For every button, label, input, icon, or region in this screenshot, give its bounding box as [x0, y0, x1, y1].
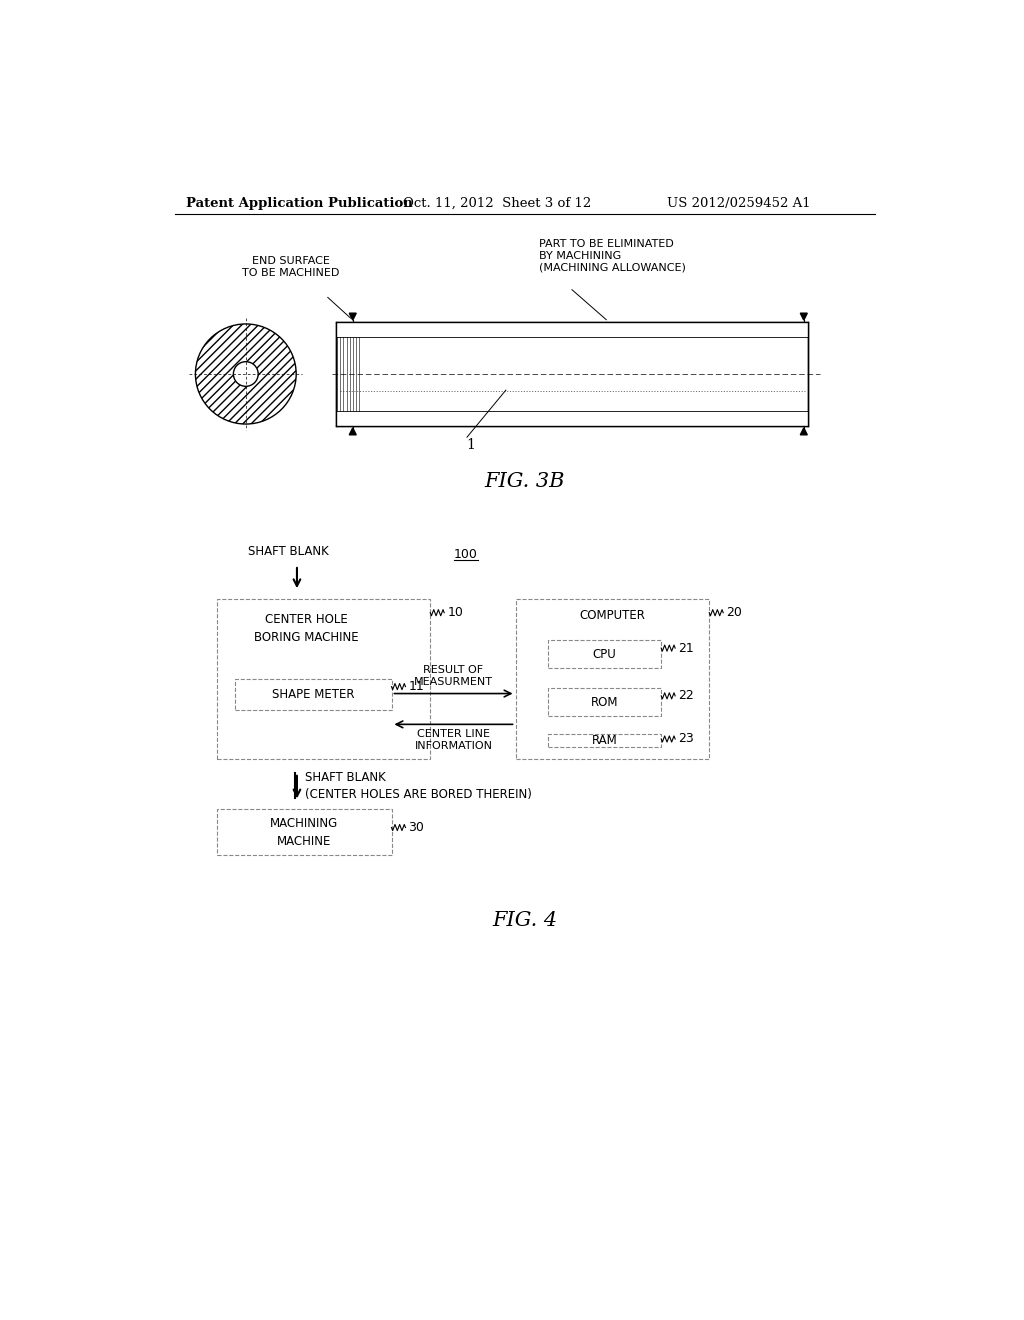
Circle shape	[233, 362, 258, 387]
Text: CENTER HOLE
BORING MACHINE: CENTER HOLE BORING MACHINE	[254, 612, 358, 644]
Bar	[548, 688, 662, 715]
Circle shape	[196, 323, 296, 424]
Text: COMPUTER: COMPUTER	[580, 610, 645, 622]
Bar	[336, 322, 809, 426]
Text: END SURFACE
TO BE MACHINED: END SURFACE TO BE MACHINED	[242, 256, 339, 277]
Bar	[336, 322, 809, 337]
Bar	[548, 640, 662, 668]
Polygon shape	[349, 313, 356, 321]
Text: 100: 100	[454, 548, 477, 561]
Text: 20: 20	[726, 606, 742, 619]
Polygon shape	[801, 313, 807, 321]
Bar	[548, 734, 662, 747]
Bar	[217, 809, 391, 855]
Text: Patent Application Publication: Patent Application Publication	[186, 197, 413, 210]
Text: RESULT OF
MEASURMENT: RESULT OF MEASURMENT	[414, 665, 493, 688]
Text: CENTER LINE
INFORMATION: CENTER LINE INFORMATION	[415, 729, 493, 751]
Text: CPU: CPU	[593, 648, 616, 661]
Text: 22: 22	[678, 689, 694, 702]
Text: 30: 30	[409, 821, 424, 834]
Text: SHAPE METER: SHAPE METER	[272, 688, 354, 701]
Text: Oct. 11, 2012  Sheet 3 of 12: Oct. 11, 2012 Sheet 3 of 12	[403, 197, 592, 210]
Text: 1: 1	[467, 438, 475, 451]
Text: ROM: ROM	[591, 696, 618, 709]
Text: 23: 23	[678, 733, 694, 746]
Text: 11: 11	[409, 680, 424, 693]
Bar	[515, 599, 710, 759]
Text: RAM: RAM	[592, 734, 617, 747]
Bar	[336, 411, 809, 426]
Polygon shape	[349, 428, 356, 434]
Text: 10: 10	[447, 606, 463, 619]
Text: PART TO BE ELIMINATED
BY MACHINING
(MACHINING ALLOWANCE): PART TO BE ELIMINATED BY MACHINING (MACH…	[539, 239, 686, 272]
Bar	[217, 599, 430, 759]
Text: FIG. 3B: FIG. 3B	[484, 473, 565, 491]
Text: FIG. 4: FIG. 4	[493, 911, 557, 931]
Text: SHAFT BLANK
(CENTER HOLES ARE BORED THEREIN): SHAFT BLANK (CENTER HOLES ARE BORED THER…	[305, 771, 531, 801]
Polygon shape	[801, 428, 807, 434]
Bar	[234, 678, 391, 710]
Text: 21: 21	[678, 642, 694, 655]
Text: US 2012/0259452 A1: US 2012/0259452 A1	[667, 197, 810, 210]
Text: SHAFT BLANK: SHAFT BLANK	[248, 545, 329, 557]
Text: MACHINING
MACHINE: MACHINING MACHINE	[270, 817, 339, 847]
